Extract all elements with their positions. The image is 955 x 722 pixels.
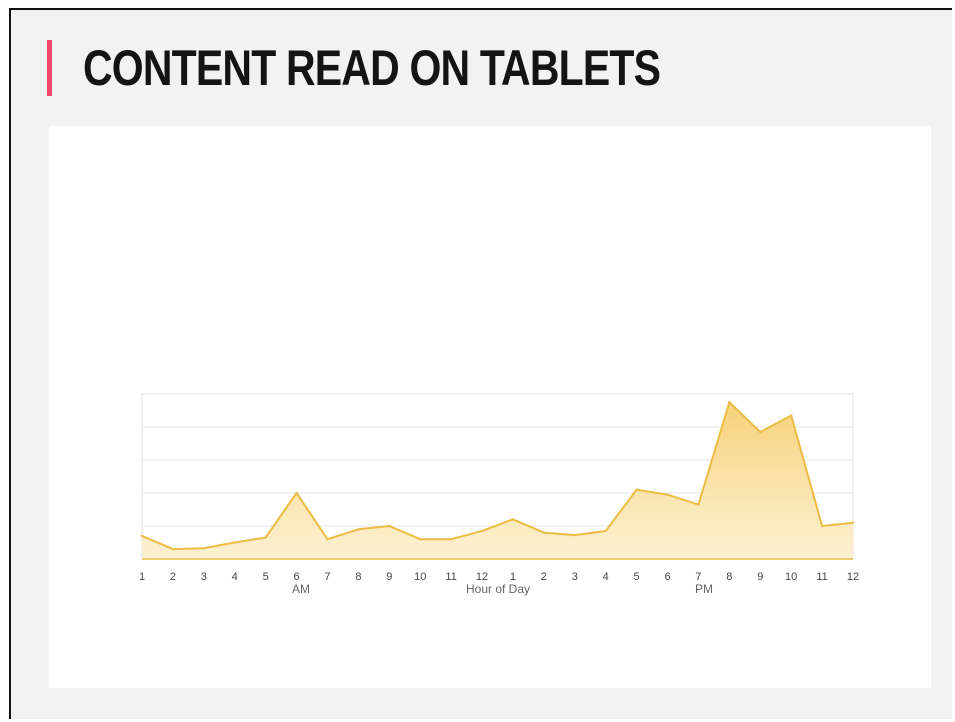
x-tick-label: 3 bbox=[572, 571, 578, 583]
x-tick-label: 3 bbox=[201, 571, 207, 583]
x-tick-label: 1 bbox=[510, 571, 516, 583]
x-tick-label: 7 bbox=[324, 571, 330, 583]
x-tick-label: 9 bbox=[386, 571, 392, 583]
data-point bbox=[820, 524, 824, 528]
data-point bbox=[728, 401, 731, 404]
x-tick-label: 2 bbox=[541, 571, 547, 583]
x-tick-label: 6 bbox=[664, 571, 670, 583]
x-tick-label: 4 bbox=[232, 571, 238, 583]
x-tick-label: 12 bbox=[847, 571, 859, 583]
data-point bbox=[171, 547, 175, 551]
x-tick-label: 6 bbox=[294, 571, 300, 583]
x-tick-label: 5 bbox=[263, 571, 269, 583]
data-point bbox=[357, 528, 360, 531]
data-point bbox=[666, 493, 669, 496]
x-tick-label: 2 bbox=[170, 571, 176, 583]
data-point bbox=[264, 536, 267, 539]
area-chart: 1 2 3 4 5 6 7 8 9 10 11 12 1 2 3 4 5 6 7 8 9 10 11 12 AM Hour o… bbox=[139, 393, 859, 596]
data-point bbox=[140, 534, 144, 538]
series-line bbox=[141, 401, 854, 551]
x-axis-title: Hour of Day bbox=[466, 582, 530, 596]
x-tick-label: 11 bbox=[445, 571, 456, 583]
period-label-pm: PM bbox=[695, 582, 713, 596]
x-tick-label: 1 bbox=[139, 571, 145, 583]
x-tick-label: 10 bbox=[785, 571, 797, 583]
area-fill bbox=[142, 402, 853, 559]
data-point bbox=[202, 547, 206, 550]
x-tick-label: 4 bbox=[603, 571, 609, 583]
x-tick-label: 8 bbox=[726, 571, 732, 583]
slide-title: CONTENT READ ON TABLETS bbox=[83, 40, 661, 96]
period-label-am: AM bbox=[292, 582, 310, 596]
x-tick-label: 7 bbox=[695, 571, 701, 583]
data-point bbox=[480, 529, 484, 533]
data-point bbox=[449, 538, 453, 541]
x-tick-label: 10 bbox=[414, 571, 426, 583]
data-point bbox=[326, 538, 329, 541]
x-tick-label: 5 bbox=[634, 571, 640, 583]
slide: CONTENT READ ON TABLETS 1 2 3 4 5 6 7 8 9 10 11 12 1… bbox=[9, 8, 952, 719]
data-point bbox=[573, 533, 576, 537]
data-point bbox=[759, 430, 762, 434]
chart-card: 1 2 3 4 5 6 7 8 9 10 11 12 1 2 3 4 5 6 7 8 9 10 11 12 AM Hour o… bbox=[49, 126, 931, 688]
data-point bbox=[388, 524, 391, 528]
data-point bbox=[789, 414, 793, 417]
data-point bbox=[851, 521, 855, 524]
x-tick-label: 9 bbox=[757, 571, 763, 583]
data-point bbox=[511, 518, 515, 521]
x-tick-label: 11 bbox=[816, 571, 827, 583]
data-point bbox=[419, 538, 422, 541]
data-point bbox=[542, 531, 546, 534]
data-point bbox=[233, 541, 236, 544]
data-point bbox=[697, 503, 700, 506]
data-point bbox=[295, 491, 298, 495]
x-tick-label: 12 bbox=[476, 571, 488, 583]
title-accent-bar bbox=[47, 40, 52, 96]
x-tick-label: 8 bbox=[355, 571, 361, 583]
data-point bbox=[635, 488, 638, 491]
data-point bbox=[604, 529, 607, 533]
